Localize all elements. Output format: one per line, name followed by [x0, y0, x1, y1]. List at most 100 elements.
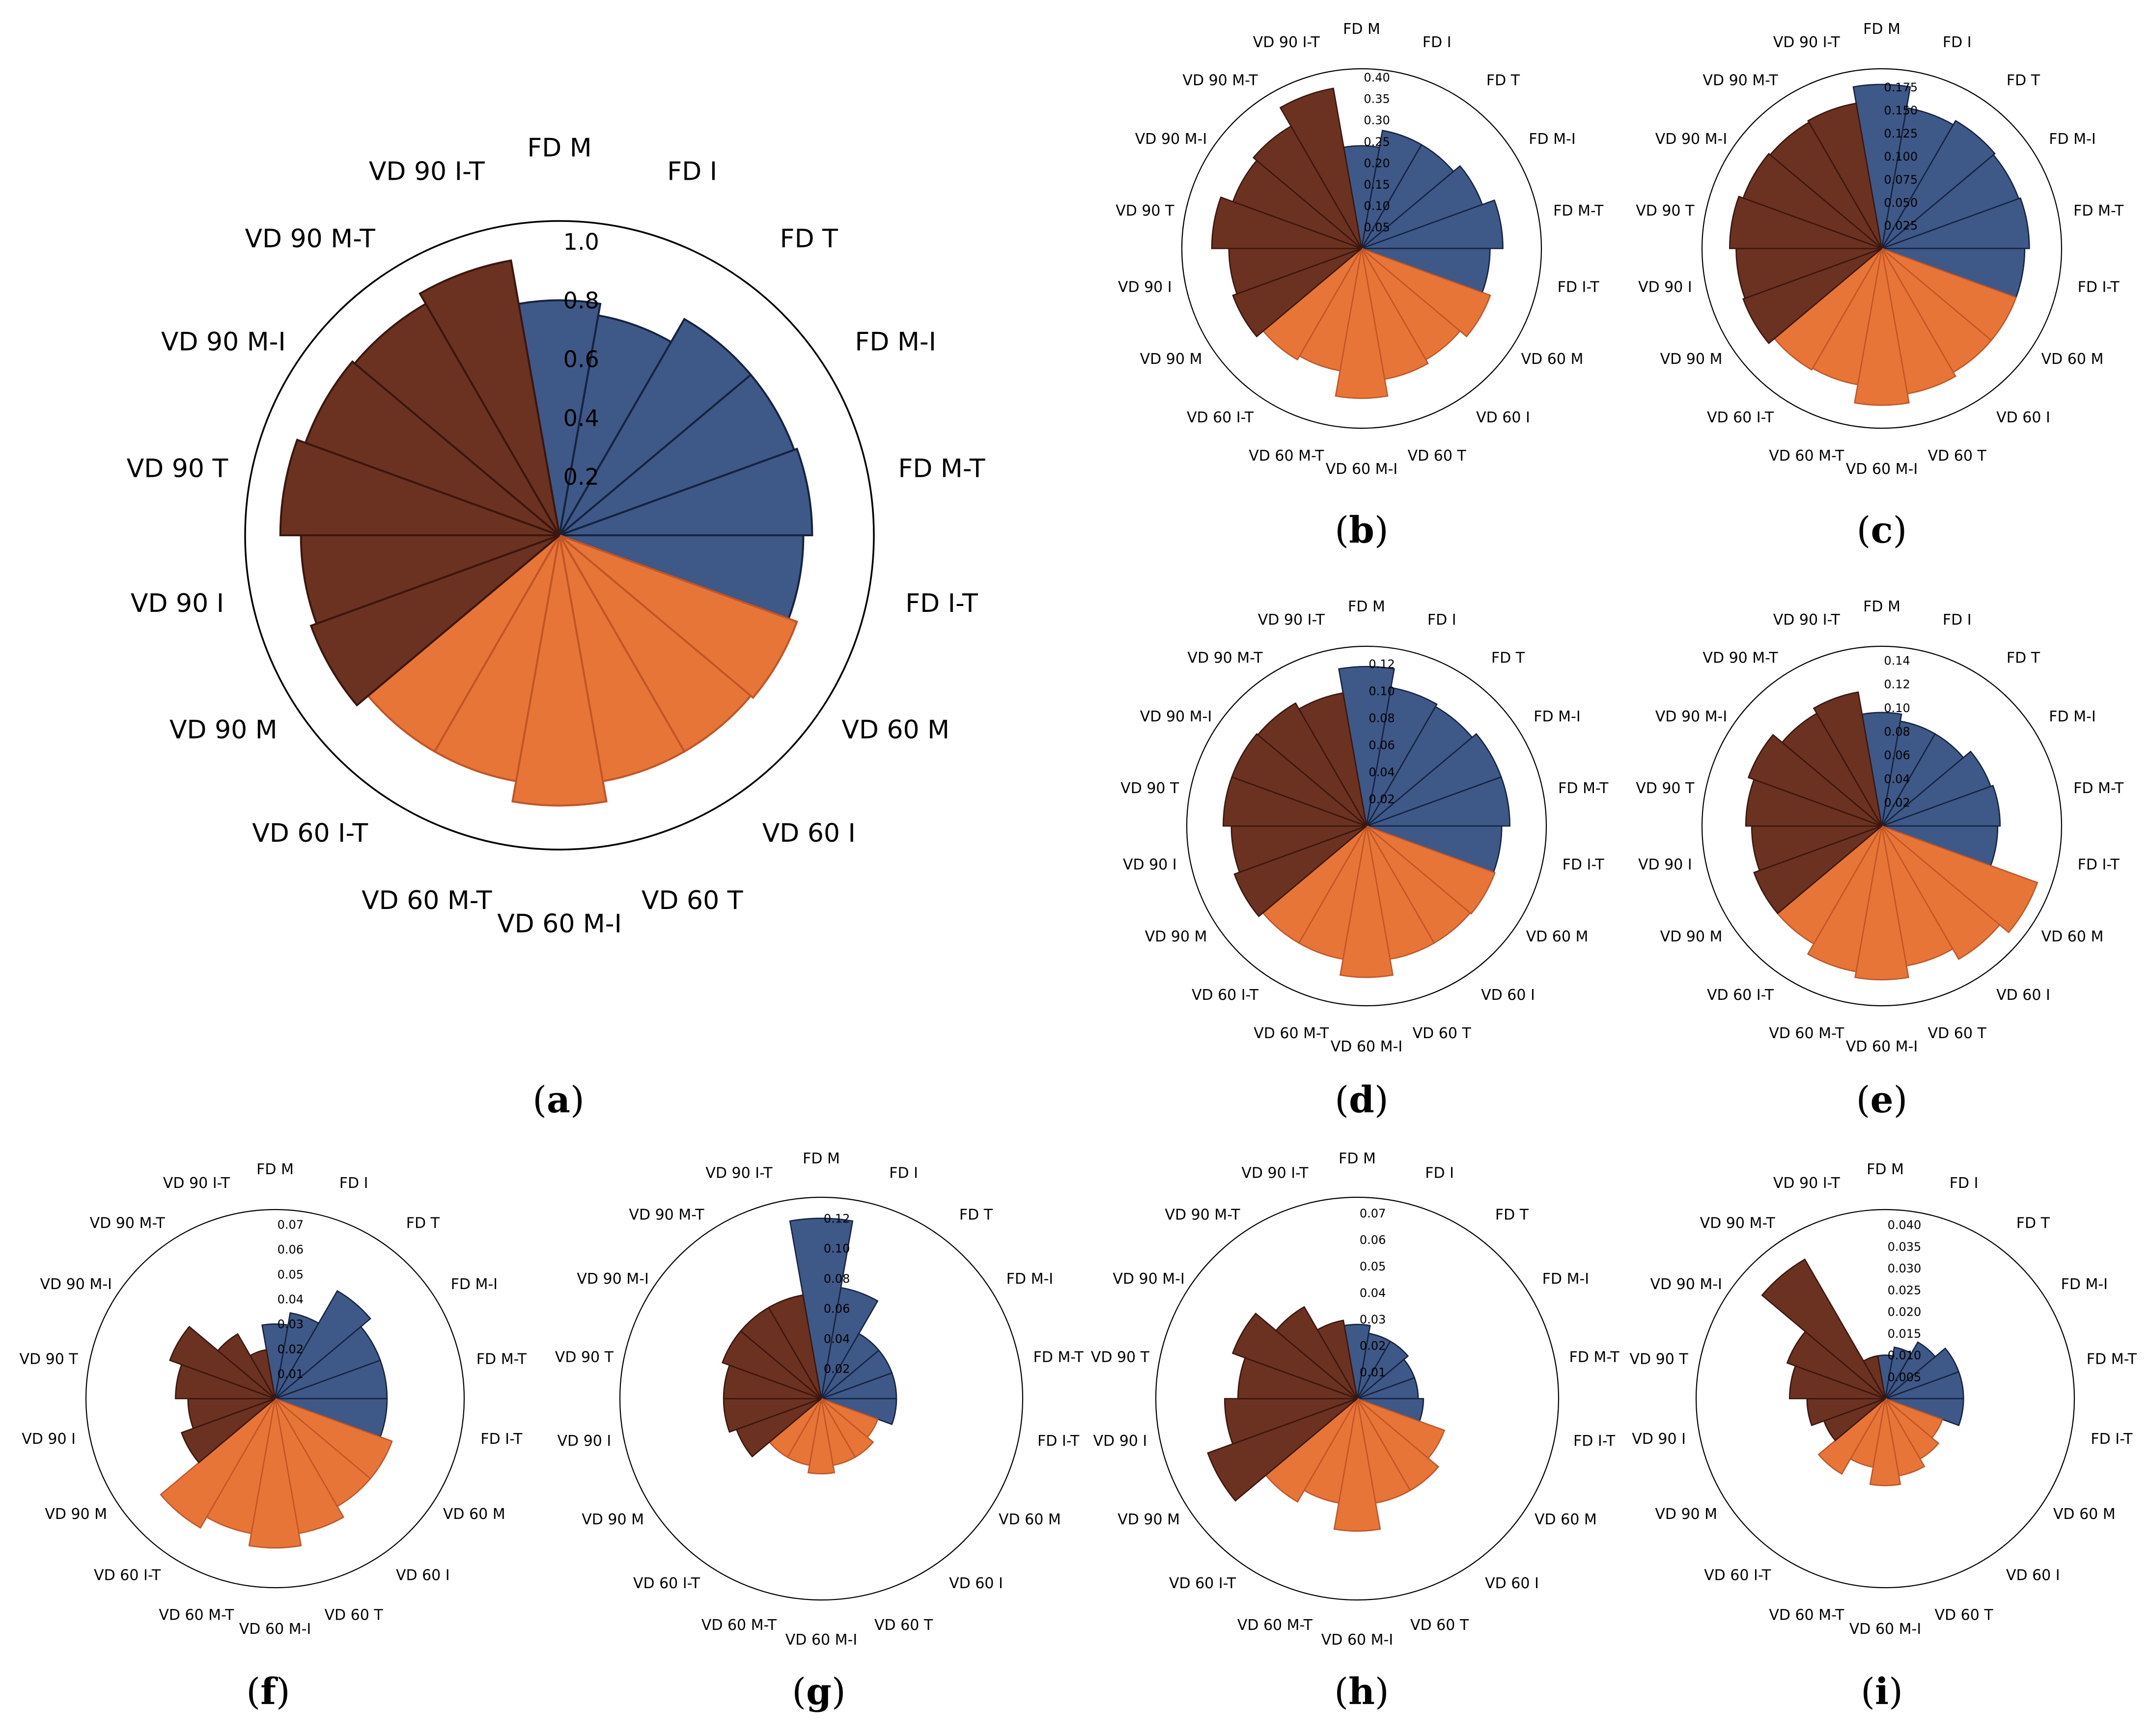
radial-tick-label: 0.02 — [278, 1342, 304, 1356]
category-label-vd-90-m-i: VD 90 M-I — [1135, 131, 1207, 148]
bar-vd-90-m-i — [1742, 153, 1882, 249]
radial-tick-label: 0.03 — [1360, 1313, 1386, 1326]
category-label-vd-60-i: VD 60 I — [762, 819, 856, 848]
radial-tick-label: 0.04 — [1884, 772, 1910, 786]
category-label-vd-90-i: VD 90 I — [1123, 856, 1177, 874]
radial-tick-label: 0.035 — [1888, 1240, 1922, 1254]
radial-tick-label: 0.150 — [1884, 104, 1918, 117]
category-label-fd-t: FD T — [1495, 1206, 1529, 1223]
category-label-vd-60-m-i: VD 60 M-I — [1846, 1038, 1918, 1055]
bar-vd-60-m-i — [807, 1398, 836, 1475]
polar-chart-c: 0.025 0.050 0.075 0.100 0.125 0.150 0.175 FD M F… — [1636, 21, 2124, 551]
category-label-vd-60-m: VD 60 M — [443, 1506, 505, 1523]
bar-vd-90-t — [279, 439, 560, 536]
polar-chart-i: 0.005 0.010 0.015 0.020 0.025 0.030 0.035 0.040… — [1629, 1161, 2137, 1713]
bar-vd-60-m-i — [1333, 1398, 1381, 1532]
bar-vd-60-m-t — [1807, 826, 1883, 972]
radial-tick-label: 0.35 — [1364, 92, 1390, 106]
category-label-fd-m: FD M — [1863, 598, 1900, 615]
category-label-vd-90-m-t: VD 90 M-T — [1182, 72, 1258, 89]
radial-tick-label: 0.025 — [1884, 219, 1918, 233]
bar-fd-m-i — [558, 373, 796, 536]
bar-vd-90-i-t — [1807, 102, 1883, 249]
category-label-vd-90-i-t: VD 90 I-T — [1253, 34, 1320, 51]
bar-fd-m — [517, 299, 602, 536]
radial-tick-label: 0.12 — [1884, 678, 1910, 691]
outer-circle — [1701, 645, 2063, 1007]
category-label-vd-60-m-t: VD 60 M-T — [1769, 447, 1844, 465]
radial-tick-label: 0.07 — [1360, 1207, 1386, 1220]
category-label-vd-60-i: VD 60 I — [1996, 987, 2050, 1004]
bar-vd-60-m-i — [1335, 248, 1389, 399]
panel-paren: ( — [1335, 509, 1349, 551]
category-label-vd-60-m-t: VD 60 M-T — [1769, 1025, 1844, 1042]
radial-tick-label: 0.02 — [1368, 793, 1395, 806]
bar-vd-60-m-t — [433, 534, 560, 783]
radial-tick-label: 0.08 — [1368, 711, 1395, 725]
category-label-fd-i-t: FD I-T — [1563, 856, 1605, 874]
category-label-vd-90-i: VD 90 I — [1118, 279, 1172, 296]
radial-tick-label: 0.12 — [1368, 657, 1395, 671]
radial-tick-label: 0.020 — [1888, 1305, 1922, 1319]
panel-paren: ( — [246, 1671, 260, 1713]
category-label-fd-m-t: FD M-T — [1553, 202, 1604, 220]
category-label-vd-60-m-t: VD 60 M-T — [1769, 1607, 1844, 1624]
radial-tick-label: 0.30 — [1364, 113, 1390, 127]
bar-fd-i-t — [559, 534, 805, 620]
bar-vd-90-i-t — [768, 1294, 822, 1399]
bar-vd-90-m-t — [1761, 1258, 1886, 1399]
category-label-fd-m-i: FD M-I — [1006, 1270, 1053, 1288]
category-label-vd-90-m: VD 90 M — [582, 1511, 644, 1528]
radial-tick-label: 0.01 — [1360, 1366, 1386, 1379]
category-label-vd-60-i: VD 60 I — [1485, 1575, 1539, 1592]
bar-vd-90-m-t — [1275, 1306, 1358, 1399]
panel-letter: f — [260, 1671, 278, 1713]
category-label-fd-m-t: FD M-T — [898, 454, 985, 484]
category-label-vd-90-m-t: VD 90 M-T — [1703, 72, 1778, 89]
category-label-vd-90-m-i: VD 90 M-I — [1113, 1270, 1184, 1288]
category-label-vd-60-m-t: VD 60 M-T — [701, 1617, 777, 1634]
category-label-fd-i-t: FD I-T — [905, 589, 978, 618]
radial-tick-label: 0.015 — [1888, 1327, 1922, 1341]
category-label-vd-90-m: VD 90 M — [1660, 351, 1723, 368]
category-label-fd-i: FD I — [889, 1164, 918, 1182]
panel-label-f: (f) — [246, 1671, 290, 1713]
bar-vd-60-i — [1881, 826, 2001, 960]
bar-vd-90-m — [1233, 825, 1367, 917]
panel-paren: ) — [1374, 1079, 1389, 1121]
category-label-vd-60-m: VD 60 M — [841, 716, 949, 745]
bar-vd-90-m — [180, 1398, 276, 1464]
category-label-vd-60-m-t: VD 60 M-T — [159, 1607, 234, 1624]
category-label-fd-t: FD T — [1491, 650, 1525, 667]
category-label-vd-90-m: VD 90 M — [1660, 928, 1723, 945]
category-label-vd-90-i-t: VD 90 I-T — [705, 1164, 773, 1182]
category-label-vd-90-t: VD 90 T — [1629, 1351, 1688, 1368]
polar-chart-d: 0.02 0.04 0.06 0.08 0.10 0.12 FD M FD I FD T FD M… — [1120, 598, 1609, 1121]
category-label-fd-m-i: FD M-I — [451, 1276, 498, 1293]
outer-circle — [1701, 68, 2063, 429]
bar-fd-t — [558, 317, 753, 536]
category-label-vd-60-i: VD 60 I — [949, 1575, 1003, 1592]
category-label-fd-i: FD I — [1425, 1164, 1454, 1182]
bar-vd-90-i — [300, 534, 560, 625]
radial-tick-label: 0.20 — [1364, 156, 1390, 170]
category-label-fd-m-t: FD M-T — [476, 1351, 527, 1368]
category-label-vd-90-i-t: VD 90 I-T — [369, 157, 485, 186]
category-label-vd-60-m-t: VD 60 M-T — [1249, 447, 1324, 465]
radial-tick-label: 0.04 — [1360, 1286, 1386, 1300]
category-label-vd-90-m-t: VD 90 M-T — [1165, 1206, 1240, 1223]
category-label-vd-90-m-i: VD 90 M-I — [577, 1270, 648, 1288]
radial-tick-label: 0.04 — [278, 1293, 304, 1306]
bar-fd-m — [1338, 665, 1395, 827]
category-label-vd-90-t: VD 90 T — [127, 454, 228, 484]
panel-paren: ( — [1334, 1671, 1348, 1713]
category-label-vd-60-t: VD 60 T — [1413, 1025, 1472, 1042]
category-label-fd-t: FD T — [959, 1206, 993, 1223]
bar-vd-90-i — [1224, 1398, 1358, 1445]
panel-letter: h — [1348, 1671, 1375, 1713]
radial-tick-label: 0.40 — [1364, 71, 1390, 84]
category-label-vd-90-m-i: VD 90 M-I — [40, 1276, 112, 1293]
radial-tick-label: 0.100 — [1884, 150, 1918, 164]
bar-vd-90-m — [1207, 1398, 1358, 1502]
radial-tick-label: 0.175 — [1884, 81, 1918, 94]
